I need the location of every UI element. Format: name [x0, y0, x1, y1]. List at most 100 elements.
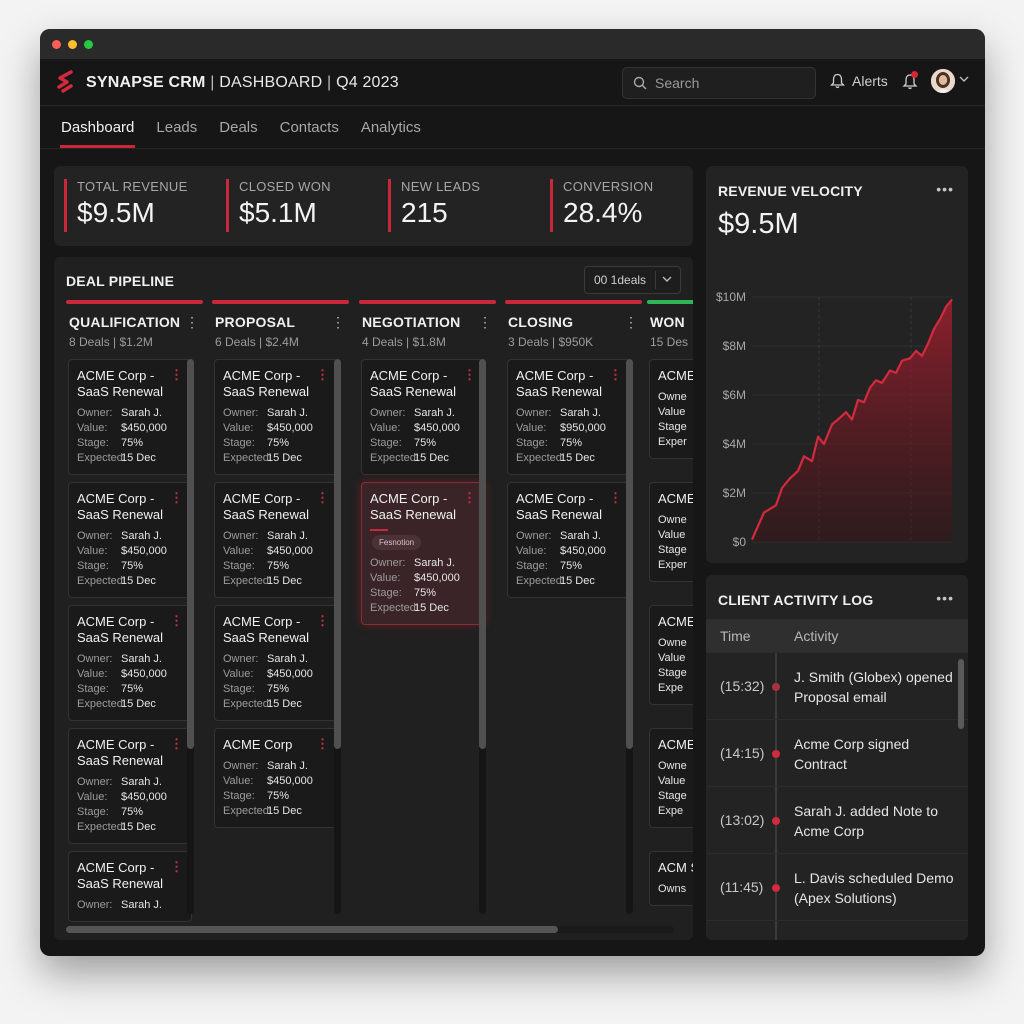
column-title: WON [650, 314, 685, 330]
deal-card[interactable]: ACME Corp - SaaS Renewal ⋮ Owner: Sarah J. V… [214, 359, 338, 475]
deal-card[interactable]: ACME Corp - SaaS Renewal ⋮ Owner: Sarah J. V… [214, 482, 338, 598]
deal-card[interactable]: ACME SaaS Owne Value Stage Exper [649, 482, 693, 582]
field-label: Expected: [370, 602, 419, 614]
kebab-menu-icon[interactable]: ⋮ [170, 613, 183, 628]
deal-card[interactable]: ACME Corp - SaaS Renewal ⋮ Owner: Sarah J. V… [214, 605, 338, 721]
deal-owner: Owner: Sarah J. [223, 652, 329, 667]
deal-card[interactable]: ACME SaaS Owne Value Stage Expe [649, 605, 693, 705]
kebab-menu-icon[interactable]: ⋮ [316, 613, 329, 628]
client-activity-log-panel: CLIENT ACTIVITY LOG ••• Time Activity (1… [706, 575, 968, 940]
field-value: $450,000 [121, 668, 167, 680]
activity-row[interactable]: (15:32) J. Smith (Globex) opened Proposal… [706, 653, 968, 720]
column-color-bar [66, 300, 203, 304]
deal-value-label: Value [658, 775, 686, 787]
activity-row[interactable]: (13:02) Sarah J. added Note to Acme Corp [706, 787, 968, 854]
kpi-strip: TOTAL REVENUE $9.5M CLOSED WON $5.1M NEW… [54, 166, 693, 246]
user-avatar[interactable] [931, 69, 955, 93]
more-icon[interactable]: ••• [936, 590, 954, 606]
deal-value: Value: $950,000 [516, 421, 622, 436]
y-tick-label: $2M [723, 486, 746, 500]
kebab-menu-icon[interactable]: ⋮ [170, 859, 183, 874]
kebab-menu-icon[interactable]: ⋮ [331, 314, 345, 330]
kebab-menu-icon[interactable]: ⋮ [170, 367, 183, 382]
activity-description: J. Smith (Globex) opened Proposal email [794, 669, 953, 705]
kebab-menu-icon[interactable]: ⋮ [609, 367, 622, 382]
activity-time: (11:45) [720, 879, 764, 895]
kebab-menu-icon[interactable]: ⋮ [624, 314, 638, 330]
deal-owner-label: Owne [658, 637, 687, 649]
field-label: Owner: [223, 760, 259, 772]
deal-card[interactable]: ACM SaaS Owns [649, 851, 693, 906]
kebab-menu-icon[interactable]: ⋮ [463, 367, 476, 382]
kebab-menu-icon[interactable]: ⋮ [316, 367, 329, 382]
deal-card[interactable]: ACME SaaS Owne Value Stage Exper [649, 359, 693, 459]
deal-card[interactable]: ACME Corp - SaaS Renewal ⋮ Owner: Sarah J. V… [68, 482, 192, 598]
scrollbar-thumb[interactable] [479, 359, 486, 749]
app-title: SYNAPSE CRM | DASHBOARD | Q4 2023 [86, 74, 399, 91]
kebab-menu-icon[interactable]: ⋮ [609, 490, 622, 505]
tab-contacts[interactable]: Contacts [279, 119, 339, 136]
deal-card[interactable]: ACME Corp - SaaS Renewal ⋮ Owner: Sarah J. V… [68, 359, 192, 475]
search-input[interactable] [655, 75, 795, 91]
kebab-menu-icon[interactable]: ⋮ [316, 490, 329, 505]
deal-expected: Expected:15 Dec [77, 697, 183, 712]
scrollbar-thumb[interactable] [187, 359, 194, 749]
alerts-label: Alerts [852, 73, 888, 89]
scrollbar-thumb[interactable] [334, 359, 341, 749]
scrollbar-thumb[interactable] [66, 926, 558, 933]
deal-card[interactable]: ACME Corp - SaaS Renewal ⋮ Owner: Sarah J. V… [361, 359, 485, 475]
kebab-menu-icon[interactable]: ⋮ [478, 314, 492, 330]
deal-owner: Owner: Sarah J. [77, 406, 183, 421]
alerts-button[interactable]: Alerts [830, 73, 888, 89]
deal-card[interactable]: ACME SaaS Owne Value Stage Expe [649, 728, 693, 828]
pipeline-filter-select[interactable]: 00 1deals [584, 266, 681, 294]
search-box[interactable] [622, 67, 816, 99]
timeline-dot [772, 817, 780, 825]
activity-row[interactable]: (11:45) L. Davis scheduled Demo (Apex Sol… [706, 854, 968, 921]
activity-row[interactable]: (14:15) Acme Corp signed Contract [706, 720, 968, 787]
field-value: 15 Dec [267, 805, 302, 817]
deal-card[interactable]: ACME Corp - SaaS Renewal ⋮ Owner: Sarah J. V… [68, 728, 192, 844]
kebab-menu-icon[interactable]: ⋮ [170, 736, 183, 751]
field-label: Owner: [223, 530, 259, 542]
minimize-window-button[interactable] [68, 39, 77, 49]
deal-card[interactable]: ACME Corp - SaaS Renewal ⋮ Owner: Sarah J. [68, 851, 192, 922]
deal-expected-label: Exper [658, 559, 687, 571]
column-vertical-scrollbar[interactable] [479, 359, 486, 914]
more-icon[interactable]: ••• [936, 181, 954, 197]
pipeline-horizontal-scrollbar[interactable] [66, 926, 674, 933]
field-value: Sarah J. [267, 760, 308, 772]
deal-stage: Stage: 75% [223, 789, 329, 804]
field-value: 75% [121, 683, 144, 695]
scrollbar-thumb[interactable] [626, 359, 633, 749]
tab-analytics[interactable]: Analytics [360, 119, 421, 136]
column-vertical-scrollbar[interactable] [626, 359, 633, 914]
field-value: $450,000 [121, 545, 167, 557]
kebab-menu-icon[interactable]: ⋮ [185, 314, 199, 330]
kebab-menu-icon[interactable]: ⋮ [170, 490, 183, 505]
tab-dashboard[interactable]: Dashboard [50, 106, 145, 148]
column-vertical-scrollbar[interactable] [187, 359, 194, 914]
pipeline-filter-value: 00 1deals [594, 273, 647, 287]
kebab-menu-icon[interactable]: ⋮ [463, 490, 476, 505]
notification-badge [911, 71, 918, 78]
chevron-down-icon[interactable] [959, 76, 969, 83]
deal-card[interactable]: ACME Corp - SaaS Renewal ⋮ Owner: Sarah J. V… [507, 482, 631, 598]
close-window-button[interactable] [52, 39, 61, 49]
main-nav: Dashboard Leads Deals Contacts Analytics [40, 106, 985, 149]
column-vertical-scrollbar[interactable] [334, 359, 341, 914]
field-value: $450,000 [267, 775, 313, 787]
field-value: Sarah J. [121, 407, 162, 419]
deal-card[interactable]: ACME Corp - SaaS Renewal ⋮ Owner: Sarah J. V… [68, 605, 192, 721]
deal-card[interactable]: ACME Corp ⋮ Owner: Sarah J. Value: $450,000 St… [214, 728, 338, 828]
field-value: Sarah J. [121, 899, 162, 911]
maximize-window-button[interactable] [84, 39, 93, 49]
column-summary: 6 Deals | $2.4M [215, 335, 299, 349]
tab-leads[interactable]: Leads [156, 119, 198, 136]
kebab-menu-icon[interactable]: ⋮ [316, 736, 329, 751]
deal-card[interactable]: ACME Corp - SaaS Renewal ⋮ Fesnotion Owner:… [361, 482, 485, 625]
field-value: 75% [267, 560, 290, 572]
activity-scrollbar-thumb[interactable] [958, 659, 964, 729]
deal-card[interactable]: ACME Corp - SaaS Renewal ⋮ Owner: Sarah J. V… [507, 359, 631, 475]
tab-deals[interactable]: Deals [219, 119, 258, 136]
